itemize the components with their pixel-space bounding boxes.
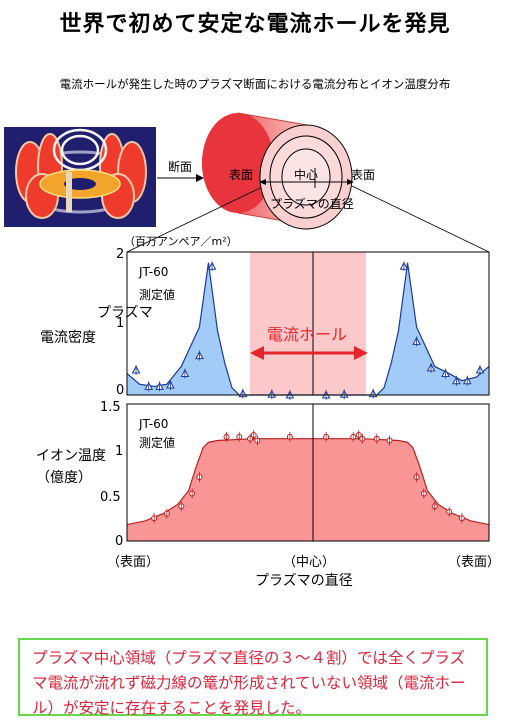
temp-annotation-measured: 測定値 — [139, 435, 175, 450]
temp-ytick-1: 1 — [115, 444, 123, 459]
section-label: 断面 — [168, 159, 192, 174]
current-ytick-0: 0 — [116, 383, 124, 398]
projection-line-right — [351, 185, 490, 253]
current-unit-label: （百万アンペア／m²） — [124, 235, 238, 248]
section-arrowhead — [196, 174, 204, 182]
current-annotation-jt60: JT-60 — [138, 265, 168, 279]
current-ytick-2: 2 — [116, 247, 124, 262]
figure-subtitle: 電流ホールが発生した時のプラズマ断面における電流分布とイオン温度分布 — [59, 77, 451, 91]
ion-temperature-chart — [126, 403, 490, 542]
x-tick-center: （中心） — [283, 555, 335, 570]
current-hole-arrow — [250, 346, 368, 360]
surface-right-label: 表面 — [351, 168, 375, 182]
current-annotation-measured: 測定値 — [139, 287, 175, 302]
surface-left-label: 表面 — [229, 168, 253, 182]
projection-line-left — [126, 187, 261, 253]
current-density-chart — [126, 251, 490, 400]
current-ylabel-line1: プラズマ — [97, 305, 153, 321]
plasma-diameter-label: プラズマの直径 — [270, 196, 354, 211]
series-line — [126, 438, 490, 526]
tokamak-illustration — [4, 127, 156, 227]
page-title: 世界で初めて安定な電流ホールを発見 — [59, 12, 451, 37]
x-axis-label: プラズマの直径 — [255, 572, 353, 589]
x-tick-surface-right: （表面） — [448, 555, 500, 570]
temp-ylabel-line2: （億度） — [36, 470, 92, 486]
temp-ytick-0: 0 — [115, 534, 123, 549]
summary-note: プラズマ中心領域（プラズマ直径の３～４割）では全くプラズマ電流が流れず磁力線の篭… — [18, 638, 488, 717]
temp-ytick-0.5: 0.5 — [100, 490, 121, 505]
temp-ylabel-line1: イオン温度 — [36, 448, 106, 464]
current-ytick-1: 1 — [116, 316, 124, 331]
temp-annotation-jt60: JT-60 — [138, 417, 168, 431]
x-tick-surface-left: （表面） — [107, 555, 159, 570]
current-hole-label: 電流ホール — [267, 325, 347, 344]
center-label: 中心 — [294, 167, 318, 182]
current-hole-band — [250, 252, 366, 395]
area-fill — [127, 262, 489, 395]
plasma-cylinder — [202, 112, 354, 230]
temp-ytick-1.5: 1.5 — [100, 400, 121, 415]
current-ylabel-line2: 電流密度 — [40, 329, 96, 346]
area-fill — [127, 438, 489, 541]
